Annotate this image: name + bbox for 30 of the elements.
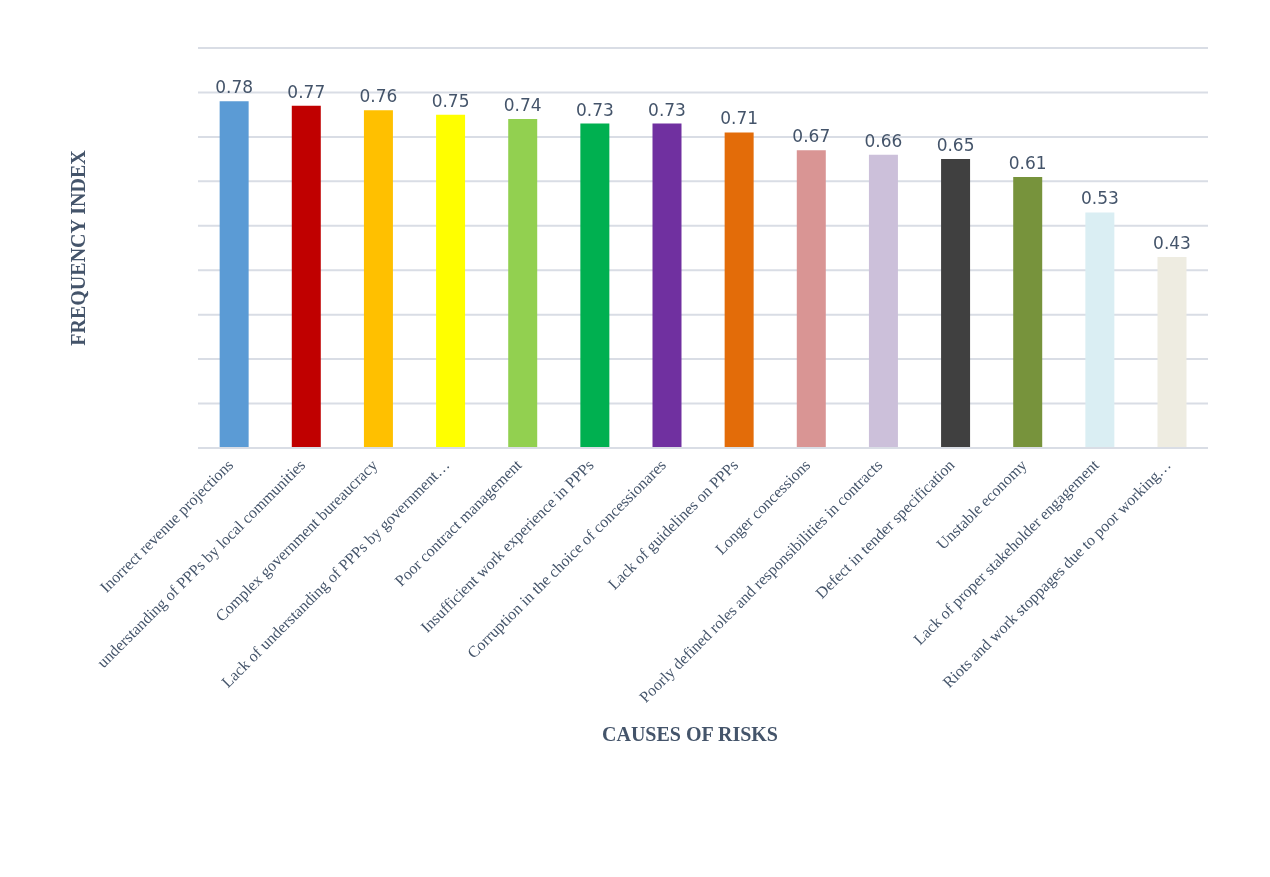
- bar: [363, 110, 393, 448]
- data-label: 0.77: [287, 81, 326, 102]
- bar: [941, 159, 971, 448]
- data-label: 0.66: [864, 130, 903, 151]
- data-label: 0.53: [1080, 188, 1119, 209]
- data-label: 0.73: [648, 99, 686, 120]
- bar: [1085, 212, 1115, 448]
- bar: [291, 105, 321, 448]
- bar: [868, 154, 898, 448]
- x-axis-title: CAUSES OF RISKS: [601, 723, 779, 746]
- data-label: 0.76: [359, 86, 398, 107]
- data-label: 0.65: [936, 135, 975, 156]
- data-label: 0.73: [575, 99, 614, 120]
- bar: [796, 150, 826, 448]
- y-axis-title: FREQUENCY INDEX: [66, 150, 90, 346]
- bar: [1013, 176, 1043, 448]
- data-label: 0.61: [1008, 152, 1047, 173]
- data-label: 0.67: [792, 126, 831, 147]
- bar: [219, 101, 249, 448]
- bar: [724, 132, 754, 448]
- bar: [1157, 256, 1187, 448]
- bar: [508, 119, 538, 448]
- bar: [436, 114, 466, 448]
- data-label: 0.43: [1153, 232, 1191, 253]
- data-label: 0.71: [720, 108, 759, 129]
- bar: [580, 123, 610, 448]
- bar: [652, 123, 682, 448]
- data-label: 0.75: [431, 90, 470, 111]
- data-label: 0.78: [215, 77, 254, 98]
- data-label: 0.74: [503, 95, 542, 116]
